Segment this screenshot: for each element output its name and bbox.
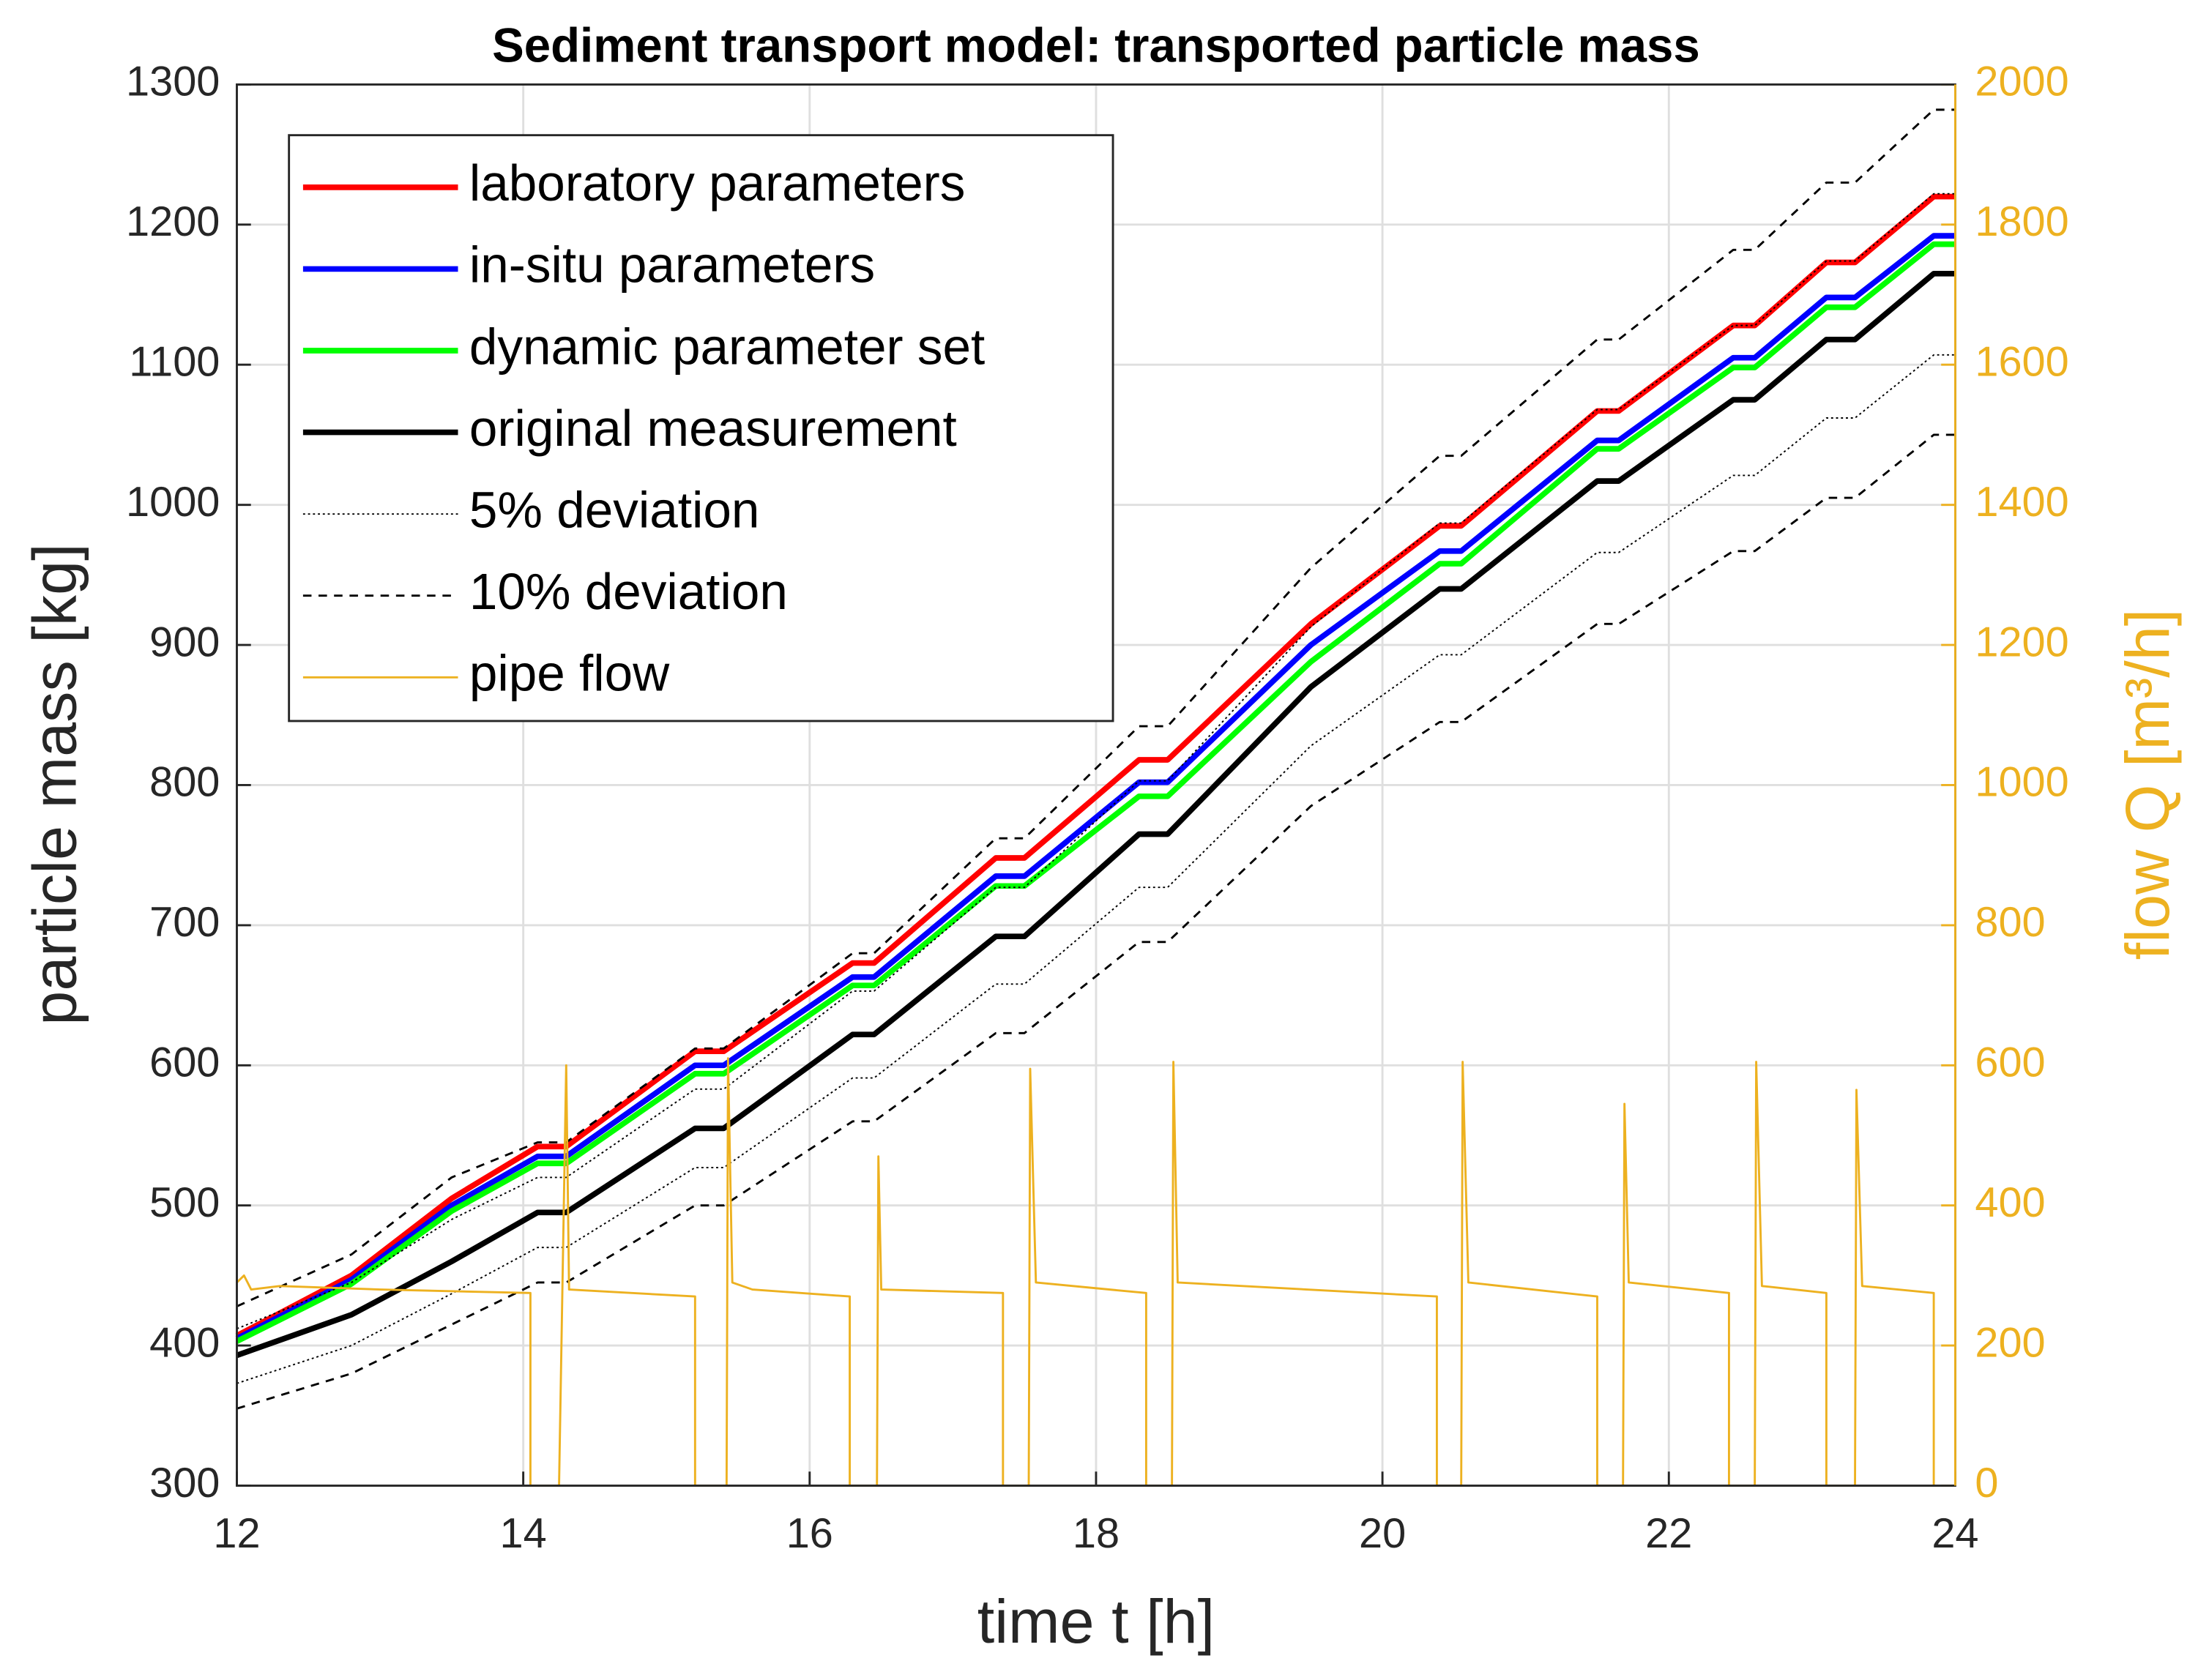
y-tick-label: 1300	[126, 59, 220, 105]
chart-title: Sediment transport model: transported pa…	[492, 19, 1700, 72]
legend-label: in-situ parameters	[469, 236, 875, 294]
series-line	[235, 233, 1956, 1341]
y2-tick-label: 1600	[1975, 338, 2068, 385]
y2-axis-label: flow Q [m³/h]	[2112, 609, 2182, 960]
y2-tick-label: 1000	[1975, 759, 2068, 806]
x-tick-label: 14	[500, 1510, 547, 1557]
y-tick-label: 1000	[126, 479, 220, 526]
y2-tick-label: 0	[1975, 1460, 1998, 1507]
series-line	[236, 354, 1956, 1384]
legend-label: pipe flow	[469, 645, 670, 702]
y2-tick-label: 800	[1975, 899, 2045, 946]
y2-tick-label: 200	[1975, 1319, 2045, 1366]
legend-label: 5% deviation	[469, 481, 760, 538]
y-tick-label: 900	[149, 619, 220, 665]
y2-tick-label: 1800	[1975, 198, 2068, 245]
legend-label: original measurement	[469, 400, 957, 457]
series-line	[236, 193, 1956, 1330]
y-tick-label: 1100	[129, 338, 220, 385]
y-axis-label: particle mass [kg]	[19, 543, 89, 1025]
y-tick-label: 1200	[126, 198, 220, 245]
y2-tick-label: 1200	[1975, 619, 2068, 665]
y2-tick-label: 1400	[1975, 479, 2068, 526]
y-tick-label: 500	[149, 1179, 220, 1226]
series-line	[236, 270, 1956, 1359]
x-tick-label: 12	[213, 1510, 260, 1557]
legend: laboratory parameters in-situ parameters d…	[288, 134, 1114, 723]
x-axis-label: time t [h]	[977, 1586, 1215, 1656]
series-line	[235, 241, 1956, 1344]
legend-label: laboratory parameters	[469, 154, 965, 212]
y-tick-label: 400	[149, 1319, 220, 1366]
y-tick-label: 600	[149, 1039, 220, 1086]
x-tick-label: 16	[786, 1510, 833, 1557]
y-tick-label: 300	[149, 1460, 220, 1507]
y2-tick-label: 2000	[1975, 59, 2068, 105]
y2-tick-label: 600	[1975, 1039, 2045, 1086]
x-tick-label: 22	[1645, 1510, 1692, 1557]
y2-tick-label: 400	[1975, 1179, 2045, 1226]
legend-label: dynamic parameter set	[469, 318, 985, 375]
x-tick-label: 24	[1932, 1510, 1978, 1557]
x-tick-label: 18	[1073, 1510, 1120, 1557]
legend-box	[288, 134, 1114, 723]
series-line	[236, 1057, 1935, 1487]
y-tick-label: 700	[149, 899, 220, 946]
x-tick-label: 20	[1359, 1510, 1406, 1557]
y-tick-label: 800	[149, 759, 220, 806]
series-line	[236, 433, 1956, 1410]
legend-label: 10% deviation	[469, 563, 788, 620]
